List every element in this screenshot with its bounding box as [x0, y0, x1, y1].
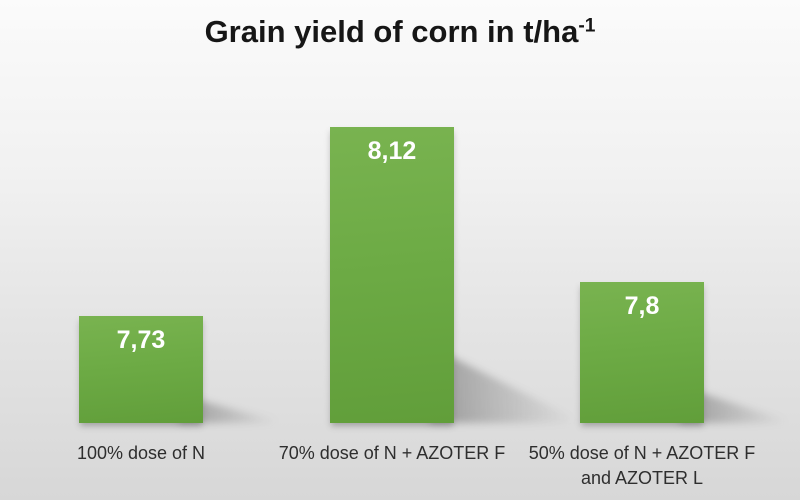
bar-3: 7,8 [580, 282, 704, 423]
bar-value-label: 7,73 [116, 326, 166, 354]
bar-2: 8,12 [330, 127, 454, 423]
category-label-line: 100% dose of N [76, 443, 206, 463]
bar-value-label: 8,12 [367, 137, 417, 165]
category-label-line: 70% dose of N + AZOTER F [278, 443, 506, 463]
category-label-1: 100% dose of N [1, 441, 281, 466]
category-label-line: 50% dose of N + AZOTER F [528, 443, 756, 463]
bar-1: 7,73 [79, 316, 203, 423]
bar-value-label: 7,8 [624, 292, 660, 320]
chart-title: Grain yield of corn in t/ha-1 [0, 12, 800, 52]
category-label-2: 70% dose of N + AZOTER F [252, 441, 532, 466]
chart-title-text: Grain yield of corn in t/ha [204, 14, 579, 49]
category-label-3: 50% dose of N + AZOTER F and AZOTER L [502, 441, 782, 491]
bar-shadow [430, 346, 583, 423]
category-label-line: and AZOTER L [580, 468, 704, 488]
chart-title-superscript: -1 [578, 15, 596, 37]
